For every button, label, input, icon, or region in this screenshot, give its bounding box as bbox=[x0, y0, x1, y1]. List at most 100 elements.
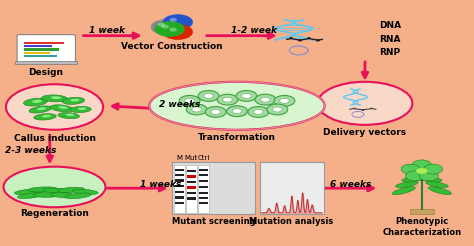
Circle shape bbox=[412, 160, 431, 170]
Text: Mutation analysis: Mutation analysis bbox=[249, 217, 333, 226]
Circle shape bbox=[267, 104, 288, 115]
Ellipse shape bbox=[33, 192, 62, 197]
Ellipse shape bbox=[50, 193, 78, 198]
Circle shape bbox=[248, 107, 269, 117]
Ellipse shape bbox=[6, 84, 103, 130]
Circle shape bbox=[227, 106, 247, 117]
Ellipse shape bbox=[42, 115, 51, 117]
Ellipse shape bbox=[58, 106, 68, 109]
Ellipse shape bbox=[18, 193, 44, 199]
Circle shape bbox=[261, 97, 270, 102]
Bar bbox=[175, 196, 184, 199]
Circle shape bbox=[186, 104, 207, 115]
Circle shape bbox=[217, 94, 238, 105]
Bar bbox=[199, 180, 208, 182]
Circle shape bbox=[185, 98, 194, 103]
Bar bbox=[199, 169, 208, 171]
Bar bbox=[187, 175, 196, 178]
Circle shape bbox=[274, 95, 295, 106]
Ellipse shape bbox=[62, 97, 85, 104]
Ellipse shape bbox=[65, 193, 91, 199]
Ellipse shape bbox=[58, 113, 80, 119]
Ellipse shape bbox=[402, 177, 423, 182]
Ellipse shape bbox=[392, 187, 415, 195]
Ellipse shape bbox=[395, 182, 418, 187]
Ellipse shape bbox=[29, 106, 52, 113]
Ellipse shape bbox=[78, 108, 86, 110]
Text: 2 weeks: 2 weeks bbox=[159, 100, 201, 109]
Bar bbox=[24, 48, 59, 51]
Ellipse shape bbox=[421, 177, 442, 182]
Text: 2-3 weeks: 2-3 weeks bbox=[5, 146, 56, 154]
Text: Design: Design bbox=[28, 68, 64, 77]
Ellipse shape bbox=[426, 182, 448, 187]
Bar bbox=[410, 209, 434, 214]
Text: Phenotypic
Characterization: Phenotypic Characterization bbox=[383, 217, 461, 237]
Text: RNA: RNA bbox=[379, 35, 401, 44]
Bar bbox=[187, 192, 196, 194]
Text: Callus induction: Callus induction bbox=[14, 134, 95, 143]
Circle shape bbox=[424, 164, 443, 174]
Circle shape bbox=[232, 109, 242, 114]
Circle shape bbox=[280, 98, 289, 103]
Circle shape bbox=[405, 171, 424, 181]
Circle shape bbox=[205, 107, 226, 117]
Circle shape bbox=[211, 109, 220, 114]
Bar bbox=[187, 186, 196, 189]
Bar bbox=[199, 192, 208, 194]
Ellipse shape bbox=[66, 114, 74, 116]
FancyBboxPatch shape bbox=[172, 162, 255, 214]
Bar bbox=[175, 174, 184, 176]
Ellipse shape bbox=[57, 187, 85, 193]
Bar bbox=[199, 202, 208, 204]
Ellipse shape bbox=[70, 106, 91, 113]
Circle shape bbox=[179, 95, 200, 106]
Circle shape bbox=[155, 21, 185, 37]
Bar bbox=[187, 170, 196, 172]
Ellipse shape bbox=[51, 96, 61, 99]
Bar bbox=[15, 61, 77, 64]
Circle shape bbox=[223, 97, 232, 102]
Bar bbox=[175, 202, 184, 204]
Circle shape bbox=[242, 93, 251, 98]
Circle shape bbox=[169, 18, 177, 22]
Bar bbox=[175, 179, 184, 182]
Circle shape bbox=[254, 109, 263, 114]
Circle shape bbox=[416, 168, 428, 174]
Text: Mut: Mut bbox=[185, 155, 198, 161]
Text: DNA: DNA bbox=[379, 21, 401, 30]
Bar bbox=[24, 42, 64, 44]
Circle shape bbox=[163, 24, 193, 40]
Text: Regeneration: Regeneration bbox=[20, 209, 89, 218]
Bar bbox=[24, 52, 50, 54]
Bar bbox=[199, 197, 208, 199]
Circle shape bbox=[169, 28, 177, 31]
Ellipse shape bbox=[32, 100, 42, 103]
FancyBboxPatch shape bbox=[186, 165, 197, 213]
Ellipse shape bbox=[34, 114, 56, 120]
Ellipse shape bbox=[4, 167, 105, 207]
Text: RNP: RNP bbox=[379, 48, 401, 57]
Circle shape bbox=[401, 164, 420, 174]
FancyBboxPatch shape bbox=[17, 35, 75, 62]
Circle shape bbox=[198, 91, 219, 101]
Ellipse shape bbox=[14, 189, 43, 195]
FancyBboxPatch shape bbox=[260, 162, 324, 214]
Text: 1 weeks: 1 weeks bbox=[140, 180, 182, 189]
Circle shape bbox=[273, 107, 282, 112]
Circle shape bbox=[236, 91, 257, 101]
Ellipse shape bbox=[70, 99, 80, 102]
Bar bbox=[175, 169, 184, 171]
Bar bbox=[24, 55, 57, 57]
Ellipse shape bbox=[73, 189, 98, 195]
Ellipse shape bbox=[50, 105, 73, 112]
Bar bbox=[175, 185, 184, 187]
Bar bbox=[199, 174, 208, 176]
Text: M: M bbox=[177, 155, 182, 161]
Ellipse shape bbox=[28, 187, 57, 192]
Text: Vector Construction: Vector Construction bbox=[121, 42, 222, 51]
Bar bbox=[175, 191, 184, 193]
Text: Transformation: Transformation bbox=[198, 133, 276, 142]
Circle shape bbox=[192, 107, 201, 112]
Text: 6 weeks: 6 weeks bbox=[330, 180, 372, 189]
